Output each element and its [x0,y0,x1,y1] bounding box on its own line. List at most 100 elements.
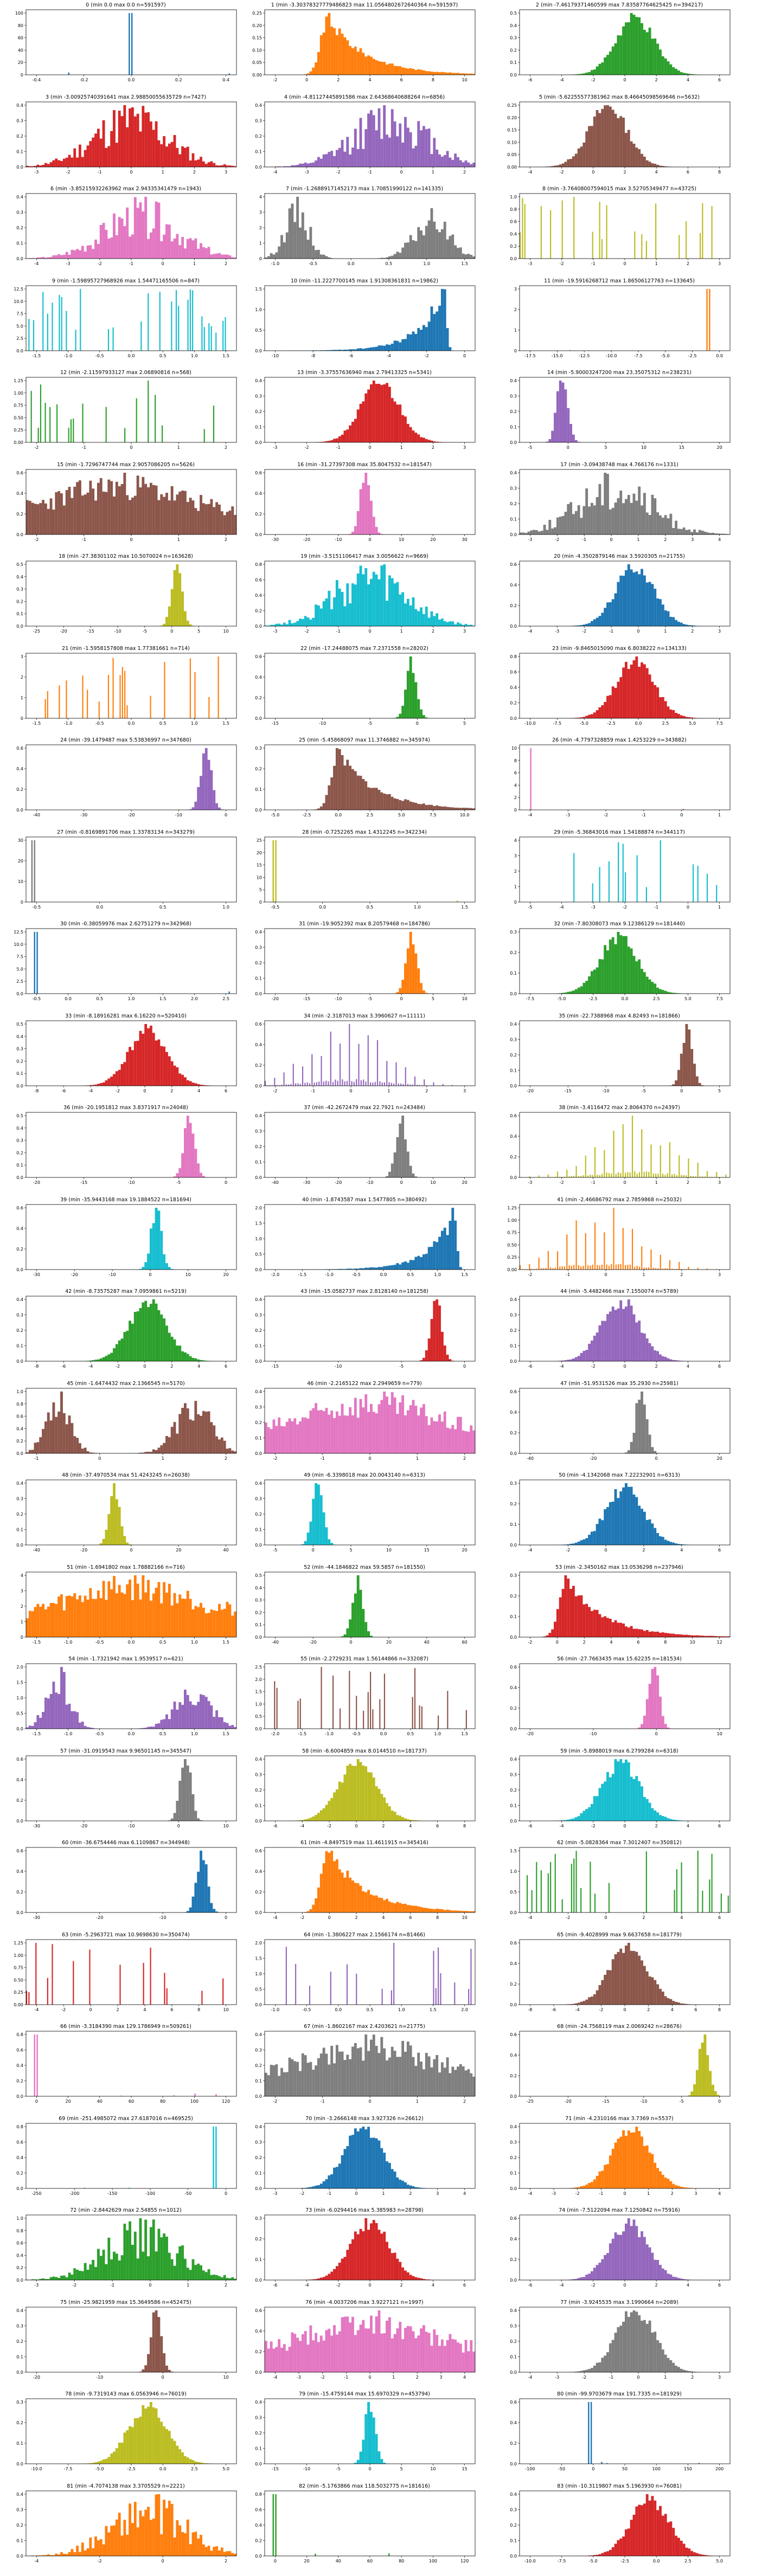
y-tick-label: 0.5 [255,1987,262,1992]
y-tick-label: 0.3 [510,1313,517,1318]
histogram-bar [630,2132,633,2188]
histogram-panel: 72 (min -2.8442629 max 2.54855 n=1012) -3… [12,2207,240,2300]
histogram-title: 62 (min -5.0828364 max 7.3012407 n=35081… [557,1840,682,1846]
y-tick-label: 0.4 [255,2124,262,2129]
histogram-bar [291,623,294,626]
y-tick-label: 1.25 [14,378,23,383]
x-tick-label: -2.0 [271,1731,280,1736]
histogram-bar [178,1345,182,1361]
histogram-bar [459,73,462,75]
x-tick-label: 0 [130,537,132,542]
histogram-bar [412,1400,415,1453]
histogram-bar [656,987,660,994]
histogram-bar [438,1909,441,1912]
histogram-bar [401,247,405,259]
histogram-bar [609,694,612,718]
x-tick-label: 2.0 [461,2007,468,2012]
histogram-bar [625,22,628,75]
y-tick-label: 2 [514,307,517,312]
histogram-bar [682,624,686,626]
histogram-bar [377,108,381,167]
histogram-bar [370,2223,373,2280]
histogram-bar [99,1598,103,1637]
x-tick-label: -2 [623,905,627,910]
histogram-bar [548,166,552,167]
histogram-bar [568,1265,570,1270]
x-tick-label: 6 [463,2283,466,2288]
histogram-bar [554,527,556,534]
histogram-bar [170,1818,174,1821]
y-tick-label: 0.4 [16,103,23,108]
histogram-bar [390,108,394,167]
y-tick-label: 2.0 [255,1677,262,1682]
histogram-bar [191,1082,195,1086]
y-tick-label: 0.0 [510,1084,517,1089]
histogram-plot: -1 0 1 20.00.20.40.60.81.0 [16,1388,237,1461]
histogram-bar [672,1542,675,1545]
y-tick-label: 0.4 [16,195,23,199]
histogram-bar [71,157,74,167]
histogram-bar [568,1176,570,1177]
histogram-bar [234,257,236,259]
x-tick-label: -3 [273,629,277,634]
x-tick-label: 60 [129,2099,134,2104]
histogram-bar [234,514,236,534]
x-tick-label: -10 [109,1272,116,1277]
y-tick-label: 0.0 [255,2002,262,2007]
histogram-title: 47 (min -51.9531526 max 35.2930 n=25981) [560,1380,678,1387]
histogram-bar [722,533,725,534]
histogram-bar [601,1783,604,1821]
histogram-bar [89,1588,92,1637]
histogram-bar [420,2187,422,2188]
histogram-bar [401,2267,405,2280]
histogram-bar [651,2154,654,2188]
histogram-bar [318,1081,320,1086]
histogram-bar [571,1864,572,1912]
x-tick-label: -2 [305,445,309,450]
histogram-bar [184,1759,187,1821]
histogram-bar [267,256,270,259]
histogram-title: 41 (min -2.46686792 max 2.7859868 n=2503… [557,1196,682,1203]
histogram-bar [113,1483,116,1545]
histogram-bar [73,1711,76,1729]
histogram-bar [349,1268,352,1270]
histogram-bar [651,1808,654,1821]
histogram-plot: -20 -15 -10 -5 00.00.10.20.30.40.5 [16,1112,237,1185]
histogram-bar [288,620,291,626]
histogram-bar [420,983,422,994]
y-tick-label: 0.6 [510,1665,517,1670]
histogram-bar [335,2045,338,2096]
histogram-bar [464,254,468,259]
histogram-bar [406,423,409,442]
histogram-bar [412,68,415,75]
histogram-bar [377,1897,381,1912]
histogram-bar [427,1425,431,1453]
histogram-bar [126,494,129,534]
histogram-bar [115,481,118,534]
axes-frame [264,1755,476,1821]
histogram-bar [97,1083,100,1086]
x-tick-label: -2.5 [607,721,616,726]
histogram-bar [147,1307,150,1361]
histogram-bar [36,257,40,259]
histogram-bar [422,235,425,259]
axes-frame [25,653,237,718]
histogram-bar [386,65,388,75]
histogram-bar [79,1595,81,1637]
histogram-plot: -2.0 -1.5 -1.0 -0.5 0.0 0.5 1.0 1.50.00.51.01.5… [255,1204,476,1277]
histogram-bar [60,160,63,167]
histogram-bar [406,2272,409,2280]
histogram-bar [601,705,604,718]
x-tick-label: 2 [170,1089,173,1093]
histogram-bar [706,2055,709,2096]
histogram-bar [443,289,446,351]
histogram-bar [76,1599,79,1637]
histogram-bar [204,1864,208,1912]
histogram-bar [370,1772,373,1821]
histogram-bar [585,488,588,534]
histogram-bar [641,234,643,259]
y-tick-label: 0.5 [255,1714,262,1719]
histogram-bar [417,1255,420,1270]
histogram-bar [645,1338,649,1361]
